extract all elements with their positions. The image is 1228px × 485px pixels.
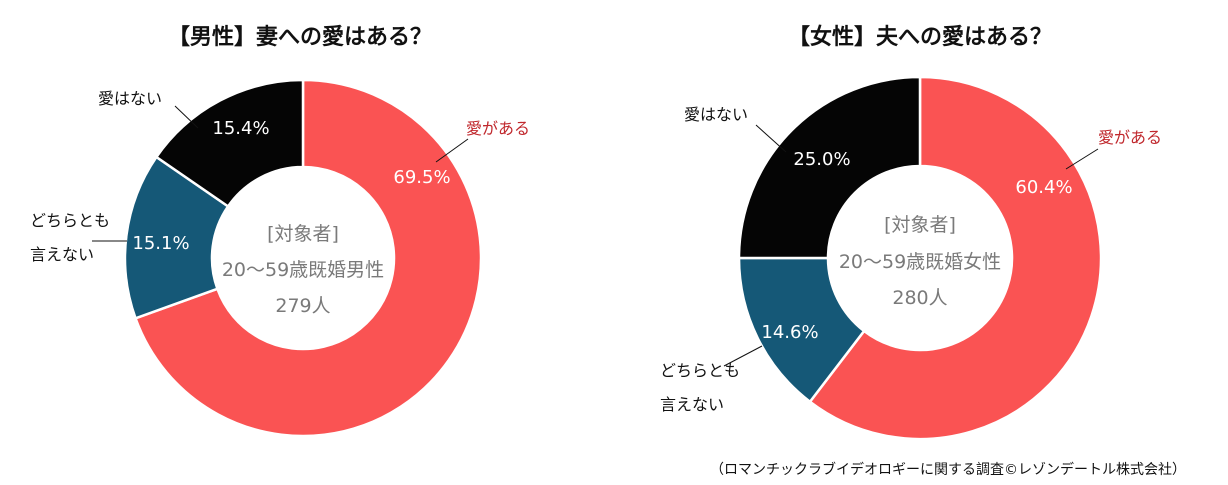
category-label-male-unsure-line2: 言えない xyxy=(30,245,94,264)
category-label-male-no-love: 愛はない xyxy=(98,89,162,108)
center-count-male: 279人 xyxy=(275,295,330,317)
chart-title-female: 【女性】夫への愛はある？ xyxy=(788,24,1052,50)
donut-segment-female-no-love xyxy=(737,75,922,260)
category-label-female-unsure-line2: 言えない xyxy=(660,395,724,414)
leader-lines-male xyxy=(92,105,469,242)
donut-male xyxy=(123,78,483,438)
category-label-female-no-love: 愛はない xyxy=(684,105,748,124)
value-labels-male: 69.5% 15.1% 15.4% xyxy=(132,118,450,254)
center-count-female: 280人 xyxy=(892,287,947,309)
chart-male: 【男性】妻への愛はある？ 69.5% 15.1% 15.4% [対象者] 20～… xyxy=(30,24,530,438)
value-labels-female: 60.4% 14.6% 25.0% xyxy=(761,149,1072,343)
category-labels-male: 愛がある どちらとも 言えない 愛はない xyxy=(30,89,530,264)
value-label-male-no-love: 15.4% xyxy=(212,118,269,139)
value-label-female-no-love: 25.0% xyxy=(793,149,850,170)
leader-line-female-love xyxy=(1065,148,1099,170)
category-label-female-love: 愛がある xyxy=(1098,128,1162,147)
value-label-female-unsure: 14.6% xyxy=(761,322,818,343)
donut-segment-female-love xyxy=(808,75,1103,441)
leader-line-male-no-love xyxy=(174,105,199,129)
leader-line-male-love xyxy=(435,138,469,163)
center-text-male: [対象者] 20～59歳既婚男性 279人 xyxy=(222,223,384,317)
category-label-male-love: 愛がある xyxy=(466,119,530,138)
value-label-female-love: 60.4% xyxy=(1015,177,1072,198)
source-note: （ロマンチックラブイデオロギーに関する調査©レゾンデートル株式会社） xyxy=(710,461,1186,478)
leader-lines-female xyxy=(723,124,1099,367)
center-demographic-male: 20～59歳既婚男性 xyxy=(222,259,384,281)
chart-female: 【女性】夫への愛はある？ 60.4% 14.6% 25.0% [対象者] 20～… xyxy=(660,24,1162,441)
center-target-label-female: [対象者] xyxy=(884,214,956,236)
donut-segment-male-unsure xyxy=(123,155,230,320)
value-label-male-love: 69.5% xyxy=(393,167,450,188)
value-label-male-unsure: 15.1% xyxy=(132,233,189,254)
leader-line-female-unsure xyxy=(723,345,763,367)
category-label-female-unsure-line1: どちらとも xyxy=(660,361,740,380)
donut-segment-male-love xyxy=(133,78,483,438)
category-label-male-unsure-line1: どちらとも xyxy=(30,211,110,230)
chart-title-male: 【男性】妻への愛はある？ xyxy=(168,24,432,50)
leader-line-female-no-love xyxy=(755,124,787,153)
category-labels-female: 愛がある どちらとも 言えない 愛はない xyxy=(660,105,1162,414)
center-target-label-male: [対象者] xyxy=(267,223,339,245)
center-demographic-female: 20～59歳既婚女性 xyxy=(839,251,1001,273)
donut-female xyxy=(737,75,1103,441)
center-text-female: [対象者] 20～59歳既婚女性 280人 xyxy=(839,214,1001,309)
